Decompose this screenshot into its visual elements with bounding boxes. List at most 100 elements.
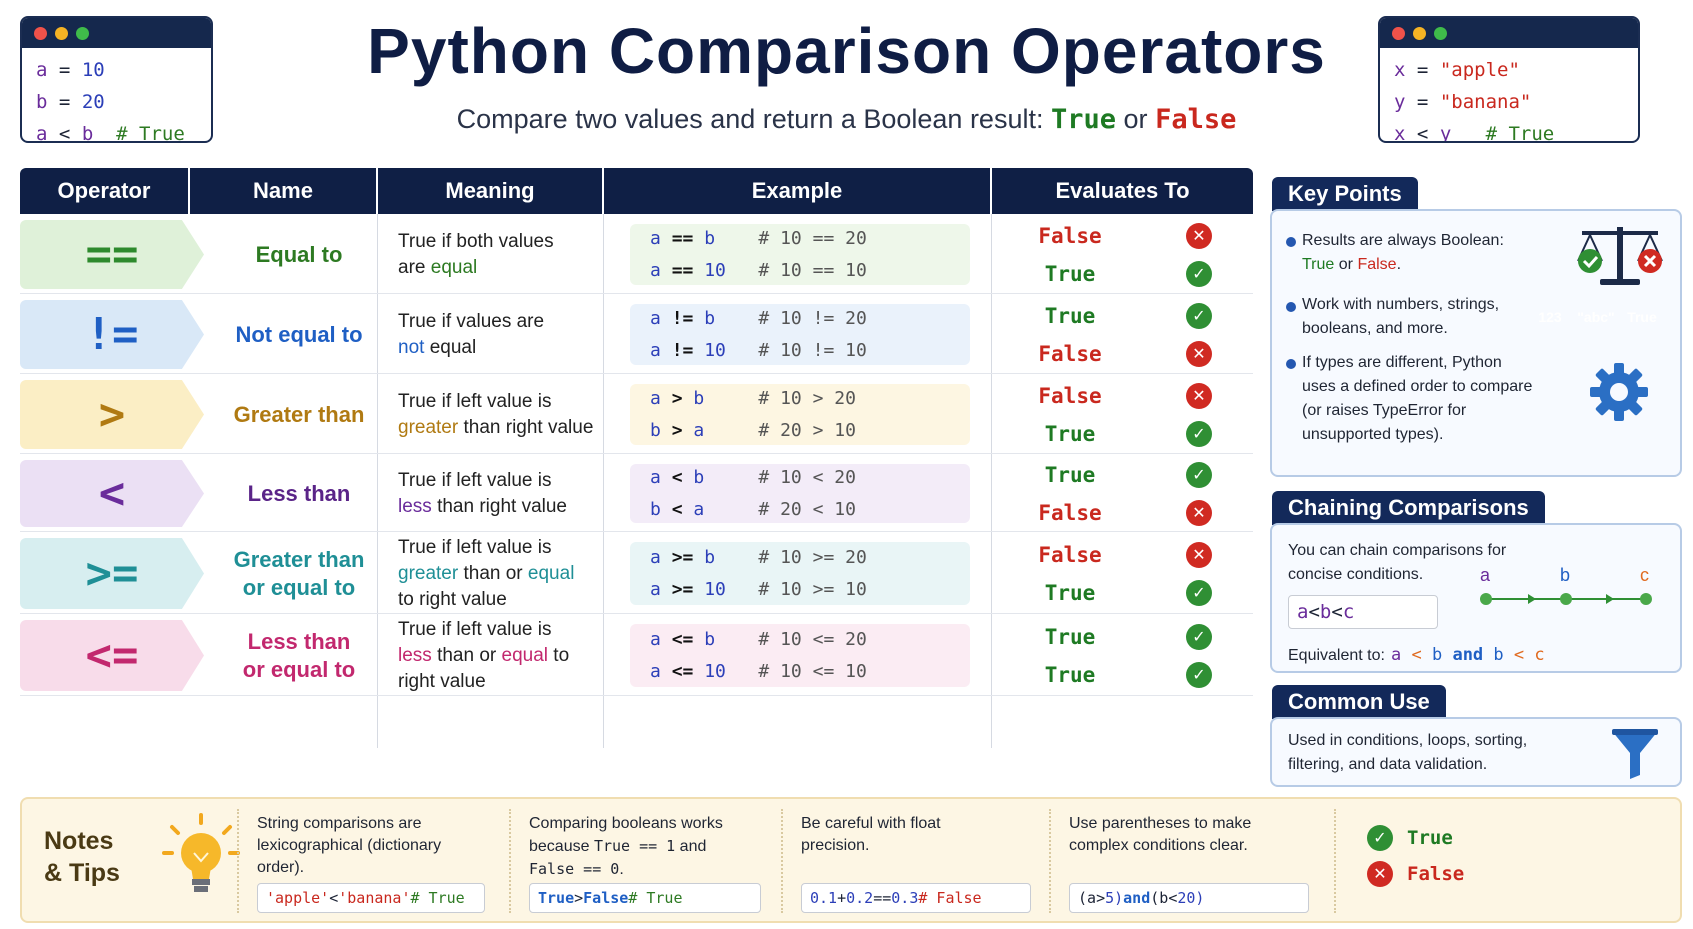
check-icon: ✓ bbox=[1367, 825, 1393, 851]
result-value: True bbox=[1044, 303, 1096, 328]
note-floats: Be careful with float precision. bbox=[801, 813, 941, 857]
table-row: != Not equal to True if values are not equa… bbox=[20, 296, 1253, 374]
key-point-1: Results are always Boolean: True or Fals… bbox=[1302, 229, 1504, 277]
column-divider bbox=[377, 214, 378, 748]
key-point-text: (or raises TypeError for bbox=[1302, 402, 1467, 419]
note-code-parentheses: (a > 5) and (b < 20) bbox=[1069, 883, 1309, 913]
note-line: String comparisons are bbox=[257, 815, 422, 832]
column-divider bbox=[991, 214, 992, 748]
cross-icon: ✕ bbox=[1186, 382, 1212, 409]
operator-name: Less than bbox=[247, 480, 351, 506]
key-point-2: Work with numbers, strings, booleans, an… bbox=[1302, 293, 1499, 341]
chaining-description: You can chain comparisons for concise co… bbox=[1288, 539, 1506, 587]
name-cell: Greater than bbox=[204, 376, 394, 453]
operator-name: or equal to bbox=[242, 656, 356, 682]
close-dot-icon bbox=[34, 26, 47, 40]
chaining-panel: You can chain comparisons for concise co… bbox=[1270, 523, 1682, 673]
check-icon: ✓ bbox=[1186, 260, 1212, 287]
example-line: a != b # 10 != 20 bbox=[650, 307, 867, 329]
example-cell: a >= b # 10 >= 20 a >= 10 # 10 >= 10 bbox=[630, 542, 970, 605]
example-line: b < a # 20 < 10 bbox=[650, 498, 856, 520]
key-point-text: If types are different, Python bbox=[1302, 354, 1502, 371]
page-subtitle: Compare two values and return a Boolean … bbox=[0, 104, 1693, 135]
result-line: False ✕ bbox=[996, 221, 1236, 251]
evaluates-cell: True ✓ False ✕ bbox=[996, 296, 1236, 373]
equivalent-label: Equivalent to: bbox=[1288, 647, 1385, 664]
balance-scale-icon bbox=[1577, 227, 1663, 285]
note-line: Be careful with float bbox=[801, 815, 941, 832]
key-point-text: unsupported types). bbox=[1302, 426, 1444, 443]
chain-diagram bbox=[1480, 593, 1652, 605]
example-line: a <= 10 # 10 <= 10 bbox=[650, 660, 867, 682]
result-line: False ✕ bbox=[996, 498, 1236, 528]
example-line: a != 10 # 10 != 10 bbox=[650, 339, 867, 361]
code-window-right: x = "apple" y = "banana" x < y # True bbox=[1378, 16, 1640, 143]
diagram-label-a: a bbox=[1480, 565, 1491, 585]
note-line: False == 0. bbox=[529, 860, 624, 878]
code-window-left: a = 10 b = 20 a < b # True bbox=[20, 16, 213, 143]
table-row: <= Less than or equal to True if left value… bbox=[20, 616, 1253, 696]
notes-divider bbox=[781, 809, 783, 913]
common-use-line: Used in conditions, loops, sorting, bbox=[1288, 732, 1528, 749]
page-title: Python Comparison Operators bbox=[367, 15, 1326, 87]
note-code-strings: 'apple' < 'banana' # True bbox=[257, 883, 485, 913]
cross-icon: ✕ bbox=[1186, 222, 1212, 249]
result-value: True bbox=[1044, 624, 1096, 649]
code-line: x < y # True bbox=[1394, 123, 1555, 143]
result-value: False bbox=[1038, 542, 1102, 567]
operator-name: Greater than bbox=[233, 401, 365, 427]
chaining-desc-line: You can chain comparisons for bbox=[1288, 542, 1507, 559]
note-code-floats: 0.1 + 0.2 == 0.3 # False bbox=[801, 883, 1031, 913]
legend-false: ✕ False bbox=[1367, 861, 1464, 887]
notes-divider bbox=[1334, 809, 1336, 913]
header-meaning: Meaning bbox=[378, 168, 604, 214]
example-cell: a == b # 10 == 20 a == 10 # 10 == 10 bbox=[630, 224, 970, 285]
check-icon: ✓ bbox=[1186, 302, 1212, 329]
evaluates-cell: False ✕ True ✓ bbox=[996, 216, 1236, 293]
bullet-icon bbox=[1286, 302, 1296, 312]
key-points-panel: Results are always Boolean: True or Fals… bbox=[1270, 209, 1682, 477]
meaning-cell: True if left value is greater than or equ… bbox=[398, 534, 620, 613]
minimize-dot-icon bbox=[55, 26, 68, 40]
maximize-dot-icon bbox=[76, 26, 89, 40]
legend-false-label: False bbox=[1407, 863, 1465, 885]
check-icon: ✓ bbox=[1186, 623, 1212, 650]
equivalent-row: Equivalent to: a < b and b < c bbox=[1288, 643, 1545, 668]
common-use-panel: Used in conditions, loops, sorting, filt… bbox=[1270, 717, 1682, 787]
chaining-desc-line: concise conditions. bbox=[1288, 566, 1424, 583]
notes-title: Notes & Tips bbox=[44, 825, 120, 889]
bullet-icon bbox=[1286, 237, 1296, 247]
evaluates-cell: True ✓ True ✓ bbox=[996, 616, 1236, 695]
bullet-icon bbox=[1286, 359, 1296, 369]
lightbulb-icon bbox=[162, 813, 240, 892]
notes-tips-bar: Notes & Tips String comparisons are lexi… bbox=[20, 797, 1682, 923]
result-value: True bbox=[1044, 580, 1096, 605]
diagram-label-b: b bbox=[1560, 565, 1571, 585]
cross-icon: ✕ bbox=[1186, 499, 1212, 526]
chaining-title: Chaining Comparisons bbox=[1272, 491, 1545, 525]
example-line: a < b # 10 < 20 bbox=[650, 466, 856, 488]
chip-boolean: True bbox=[1627, 309, 1657, 325]
table-row: < Less than True if left value is less than… bbox=[20, 456, 1253, 532]
example-cell: a <= b # 10 <= 20 a <= 10 # 10 <= 10 bbox=[630, 624, 970, 687]
result-line: True ✓ bbox=[996, 578, 1236, 608]
meaning-text: True if left value is less than right val… bbox=[398, 469, 567, 517]
example-line: a == 10 # 10 == 10 bbox=[650, 259, 867, 281]
result-value: True bbox=[1044, 662, 1096, 687]
meaning-text: True if values are not equal bbox=[398, 310, 545, 358]
meaning-cell: True if left value is less than or equal … bbox=[398, 616, 620, 695]
note-line: complex conditions clear. bbox=[1069, 837, 1248, 854]
meaning-cell: True if left value is greater than right … bbox=[398, 376, 620, 453]
result-line: False ✕ bbox=[996, 381, 1236, 411]
window-titlebar bbox=[22, 18, 211, 48]
operator-name: Equal to bbox=[255, 241, 343, 267]
operator-name: Less than bbox=[247, 628, 351, 654]
meaning-text: True if left value is greater than right … bbox=[398, 390, 594, 438]
equivalent-code: a < b and b < c bbox=[1390, 645, 1545, 665]
note-code-booleans: True > False # True bbox=[529, 883, 761, 913]
meaning-text: True if both values are equal bbox=[398, 230, 554, 278]
code-lines: x = "apple" y = "banana" x < y # True bbox=[1380, 48, 1638, 143]
operator-symbol: == bbox=[20, 220, 204, 289]
note-line: because True == 1 and bbox=[529, 837, 707, 855]
meaning-cell: True if both values are equal bbox=[398, 216, 620, 293]
